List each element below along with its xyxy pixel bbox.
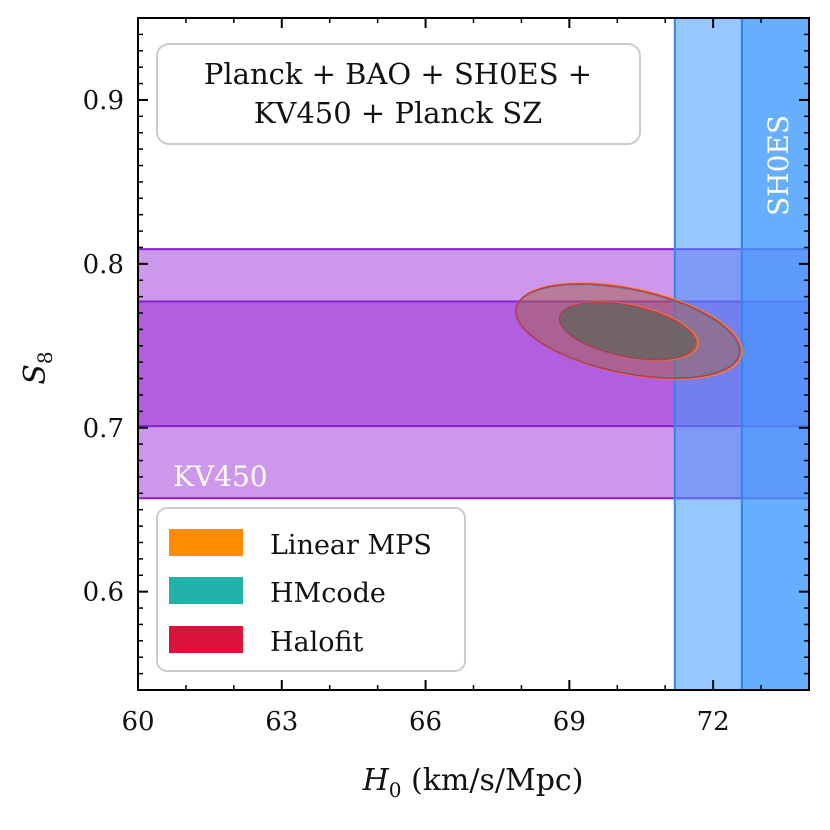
y-tick-label: 0.8: [83, 250, 124, 280]
sh0es-band-1sigma: [741, 18, 809, 690]
y-axis-label: S8: [18, 351, 57, 384]
y-tick-label: 0.6: [83, 578, 124, 608]
legend-swatch-hmcode: [169, 577, 243, 604]
legend-label-halofit: Halofit: [270, 627, 364, 658]
x-tick-label: 66: [409, 707, 442, 737]
sh0es-band-label: SH0ES: [762, 115, 795, 216]
legend: Linear MPS HMcode Halofit: [156, 507, 466, 672]
plot-frame: [137, 17, 810, 691]
contour-1sigma-halofit: [558, 301, 697, 361]
info-line-2: KV450 + Planck SZ: [254, 96, 543, 130]
legend-swatch-linear-mps: [169, 529, 243, 556]
x-tick-label: 72: [697, 707, 730, 737]
dataset-info-box: Planck + BAO + SH0ES + KV450 + Planck SZ: [156, 43, 641, 145]
legend-label-linear-mps: Linear MPS: [270, 530, 432, 561]
kv450-band-label: KV450: [173, 460, 268, 493]
info-line-1: Planck + BAO + SH0ES +: [204, 57, 592, 91]
x-tick-label: 60: [121, 707, 154, 737]
y-tick-label: 0.9: [83, 86, 124, 116]
legend-swatch-halofit: [169, 626, 243, 653]
x-tick-label: 63: [265, 707, 298, 737]
x-axis-label: H0 (km/s/Mpc): [362, 763, 584, 802]
x-tick-label: 69: [553, 707, 586, 737]
y-tick-label: 0.7: [83, 414, 124, 444]
legend-label-hmcode: HMcode: [270, 578, 386, 609]
